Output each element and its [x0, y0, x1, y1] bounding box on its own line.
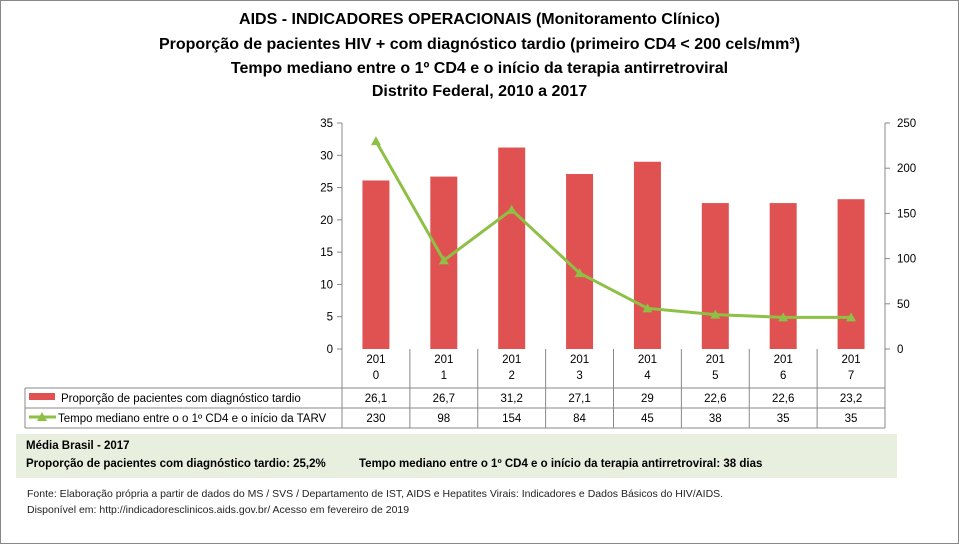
left-tick-label: 35	[320, 118, 333, 130]
right-tick-label: 100	[897, 254, 916, 266]
legend-bar-swatch	[29, 393, 55, 400]
bar	[362, 180, 390, 349]
left-tick-label: 5	[327, 312, 333, 324]
chart-subtitle-1: Proporção de pacientes HIV + com diagnós…	[158, 36, 801, 53]
media-tempo: Tempo mediano entre o 1º CD4 e o início …	[359, 458, 763, 470]
category-label: 201	[774, 354, 793, 366]
category-label: 0	[373, 370, 379, 382]
bar-value: 27,1	[568, 393, 590, 405]
line-value: 154	[502, 413, 522, 425]
line-marker	[846, 312, 857, 322]
line-value: 38	[709, 413, 722, 425]
line-value: 84	[573, 413, 586, 425]
left-tick-label: 30	[320, 150, 333, 162]
bar-value: 22,6	[772, 393, 794, 405]
right-tick-label: 0	[897, 344, 903, 356]
bar-value: 22,6	[704, 393, 726, 405]
category-label: 201	[570, 354, 589, 366]
right-tick-label: 200	[897, 163, 916, 175]
left-tick-label: 20	[320, 215, 333, 227]
line-value: 98	[437, 413, 450, 425]
bar-value: 26,1	[365, 393, 387, 405]
media-prop: Proporção de pacientes com diagnóstico t…	[26, 458, 326, 470]
chart-subtitle-3: Distrito Federal, 2010 a 2017	[371, 83, 588, 100]
media-brasil-box: Média Brasil - 2017 Proporção de pacient…	[16, 434, 897, 478]
line-value: 35	[845, 413, 858, 425]
category-label: 201	[434, 354, 453, 366]
legend-line-marker	[37, 412, 47, 421]
source-line-1: Fonte: Elaboração própria a partir de da…	[27, 488, 724, 500]
category-label: 6	[780, 370, 786, 382]
bar	[566, 174, 594, 349]
line-marker	[574, 268, 585, 278]
bar	[701, 203, 729, 349]
category-label: 1	[441, 370, 447, 382]
right-tick-label: 150	[897, 208, 916, 220]
left-tick-label: 25	[320, 183, 333, 195]
line-value: 45	[641, 413, 654, 425]
category-label: 2	[508, 370, 514, 382]
category-label: 201	[841, 354, 860, 366]
line-value: 35	[777, 413, 790, 425]
category-label: 201	[366, 354, 385, 366]
category-label: 3	[576, 370, 582, 382]
bar-value: 31,2	[500, 393, 522, 405]
bar-value: 23,2	[840, 393, 862, 405]
legend-line-label: Tempo mediano entre o o 1º CD4 e o iníci…	[58, 413, 327, 425]
bar-value: 29	[641, 393, 654, 405]
line-value: 230	[366, 413, 385, 425]
line-marker	[506, 204, 517, 214]
media-heading: Média Brasil - 2017	[26, 440, 130, 452]
category-label: 5	[712, 370, 718, 382]
left-tick-label: 0	[327, 344, 333, 356]
right-tick-label: 50	[897, 299, 910, 311]
left-tick-label: 15	[320, 247, 333, 259]
chart-title: AIDS - INDICADORES OPERACIONAIS (Monitor…	[239, 11, 720, 28]
chart-subtitle-2: Tempo mediano entre o 1º CD4 e o início …	[230, 60, 729, 77]
line-marker	[642, 303, 653, 313]
line-marker	[438, 255, 449, 265]
bar-value: 26,7	[433, 393, 455, 405]
source-line-2: Disponível em: http://indicadoresclinico…	[27, 504, 410, 516]
left-tick-label: 10	[320, 279, 333, 291]
bar	[498, 147, 526, 349]
bar	[633, 161, 661, 349]
category-label: 7	[848, 370, 854, 382]
line-marker	[710, 309, 721, 319]
bar	[769, 203, 797, 349]
line-marker	[778, 312, 789, 322]
category-label: 201	[706, 354, 725, 366]
combo-chart: 05101520253035050100150200250201026,1230…	[24, 118, 916, 429]
right-tick-label: 250	[897, 118, 916, 130]
line-marker	[370, 136, 381, 146]
bar	[837, 199, 865, 349]
category-label: 4	[644, 370, 651, 382]
category-label: 201	[502, 354, 521, 366]
line-series	[374, 140, 852, 319]
category-label: 201	[638, 354, 657, 366]
legend-bar-label: Proporção de pacientes com diagnóstico t…	[61, 393, 301, 405]
